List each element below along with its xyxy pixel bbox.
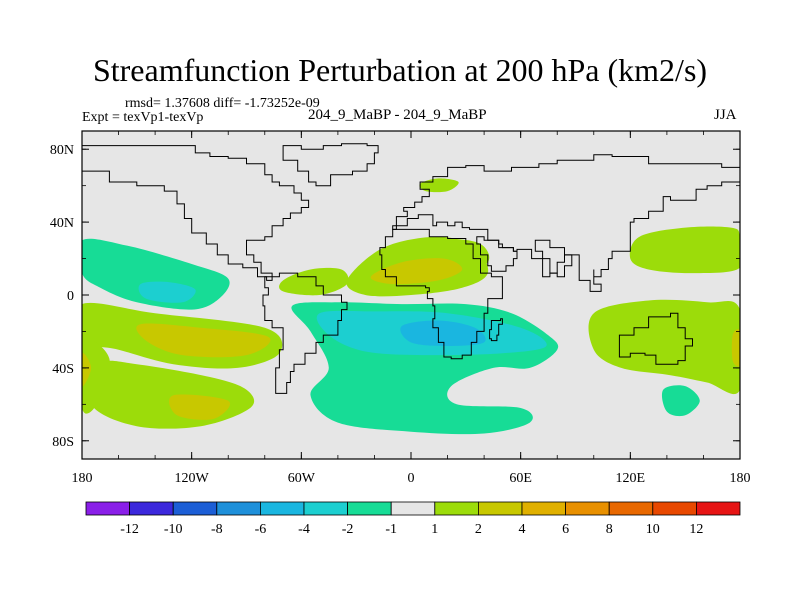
contour-n-pacific-positive xyxy=(629,226,740,274)
colorbar-label-0: -12 xyxy=(120,522,139,537)
contour-s-indian-positive xyxy=(588,299,740,395)
colorbar-label-3: -6 xyxy=(255,522,267,537)
colorbar-swatch-13 xyxy=(652,501,697,516)
colorbar-swatch-12 xyxy=(608,501,654,516)
colorbar-swatch-4 xyxy=(259,501,305,516)
x-tick-label-3: 0 xyxy=(408,471,415,486)
colorbar-label-4: -4 xyxy=(298,522,310,537)
colorbar-label-9: 4 xyxy=(519,522,526,537)
x-tick-label-2: 60W xyxy=(288,471,316,486)
contour-far-south-pacific-core xyxy=(169,394,231,420)
case-label: 204_9_MaBP - 204_9_MaBP xyxy=(308,107,487,123)
colorbar-label-12: 10 xyxy=(646,522,660,537)
outline-north-america xyxy=(82,145,310,281)
season-label: JJA xyxy=(714,107,737,123)
stats-label: rmsd= 1.37608 diff= -1.73252e-09 xyxy=(125,96,320,111)
x-tick-label-4: 60E xyxy=(509,471,532,486)
colorbar-swatch-0 xyxy=(85,501,130,516)
x-tick-label-1: 120W xyxy=(175,471,210,486)
axis-ticks: 180 120W 60W 0 60E 120E 180 80N 40N 0 40S 80S xyxy=(50,131,751,486)
colorbar-label-6: -1 xyxy=(385,522,397,537)
contour-s-indian-negative xyxy=(661,385,700,417)
contour-s-atlantic-core-2 xyxy=(400,320,486,346)
colorbar-label-2: -8 xyxy=(211,522,223,537)
colorbar: -12 -10 -8 -6 -4 -2 -1 1 2 4 6 8 10 12 xyxy=(85,501,741,537)
colorbar-label-1: -10 xyxy=(164,522,183,537)
chart-title: Streamfunction Perturbation at 200 hPa (… xyxy=(92,52,708,88)
outline-south-america xyxy=(262,272,348,394)
outline-australia xyxy=(618,312,693,365)
colorbar-label-13: 12 xyxy=(689,522,703,537)
outline-madagascar xyxy=(489,318,503,342)
outline-india xyxy=(534,239,573,278)
x-tick-label-6: 180 xyxy=(730,471,751,486)
colorbar-label-5: -2 xyxy=(342,522,354,537)
colorbar-swatch-7 xyxy=(390,501,436,516)
colorbar-label-8: 2 xyxy=(475,522,482,537)
outline-africa xyxy=(379,228,503,360)
outline-greenland xyxy=(282,143,379,187)
x-tick-label-0: 180 xyxy=(72,471,93,486)
y-tick-label-3: 40S xyxy=(52,362,74,377)
y-tick-label-2: 0 xyxy=(67,289,74,304)
outline-arabia-edge xyxy=(476,236,518,272)
experiment-label: Expt = texVp1-texVp xyxy=(82,110,204,125)
colorbar-label-7: 1 xyxy=(431,522,438,537)
outline-eurasia xyxy=(392,154,740,292)
colorbar-swatch-10 xyxy=(521,501,566,516)
colorbar-swatch-8 xyxy=(434,501,479,516)
colorbar-swatch-11 xyxy=(565,501,610,516)
colorbar-swatch-6 xyxy=(347,501,392,516)
colorbar-swatch-5 xyxy=(303,501,348,516)
contour-regions xyxy=(82,178,740,435)
y-tick-label-0: 80N xyxy=(50,143,74,158)
colorbar-label-11: 8 xyxy=(606,522,613,537)
contour-date-line-south-positive xyxy=(82,338,110,414)
colorbar-swatch-2 xyxy=(172,501,218,516)
contour-s-pacific-core xyxy=(136,323,271,358)
contour-s-indian-core xyxy=(731,329,740,367)
colorbar-swatch-3 xyxy=(216,501,261,516)
y-tick-label-1: 40N xyxy=(50,216,74,231)
continent-outlines xyxy=(82,143,740,394)
contour-n-indian-core xyxy=(370,258,463,285)
colorbar-swatch-14 xyxy=(696,501,741,516)
colorbar-swatch-9 xyxy=(477,501,523,516)
x-tick-label-5: 120E xyxy=(616,471,646,486)
colorbar-label-10: 6 xyxy=(562,522,569,537)
colorbar-swatch-1 xyxy=(129,501,174,516)
y-tick-label-4: 80S xyxy=(52,435,74,450)
contour-e-pacific-core xyxy=(138,281,196,303)
contour-central-pacific-positive xyxy=(279,267,349,296)
contour-date-line-south-core xyxy=(82,352,92,387)
